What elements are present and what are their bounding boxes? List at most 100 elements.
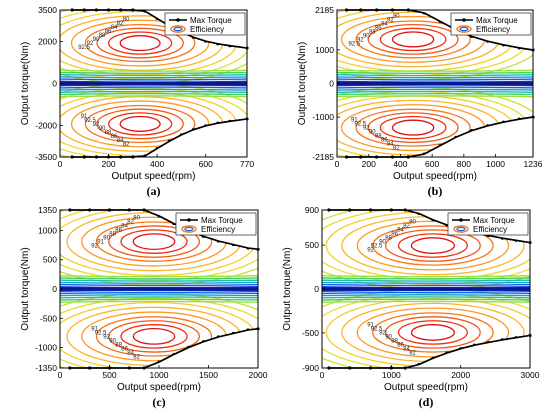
legend-efficiency-icon-inner [459, 26, 469, 32]
contour-label: 88 [385, 236, 392, 242]
low-efficiency-band [337, 76, 533, 79]
y-axis-label: Output torque(Nm) [282, 247, 293, 330]
contour-label: 90 [369, 130, 376, 136]
low-efficiency-band [322, 291, 530, 295]
y-tick-label: 2000 [38, 37, 57, 47]
contour-line-92.5 [119, 35, 161, 52]
contour-line-92.5 [132, 233, 176, 250]
legend-efficiency-icon [456, 25, 472, 33]
contour-line-90 [95, 221, 213, 262]
y-tick-label: 0 [52, 284, 57, 294]
x-tick-label: 3000 [521, 370, 540, 380]
low-efficiency-band [322, 294, 530, 297]
contour-line-92 [379, 115, 447, 140]
contour-line-91 [385, 316, 481, 349]
y-tick-label: -500 [302, 328, 319, 338]
x-tick-label: 2000 [249, 370, 268, 380]
x-tick-label: 500 [102, 370, 116, 380]
contour-line-82 [60, 210, 258, 281]
contour-label: 90 [103, 236, 110, 242]
contour-label: 92 [357, 37, 364, 43]
low-efficiency-band [60, 296, 258, 299]
contour-label: 92 [91, 244, 98, 250]
contour-line-90 [84, 104, 196, 144]
legend-max-torque: Max Torque [476, 16, 518, 25]
y-tick-label: -2185 [312, 152, 334, 162]
legend-max-torque: Max Torque [190, 16, 232, 25]
contour-label: 92.5 [95, 330, 107, 336]
low-efficiency-band [322, 283, 530, 287]
y-tick-label: 3500 [38, 5, 57, 15]
y-tick-label: 500 [305, 240, 319, 250]
contour-line-92 [107, 31, 173, 55]
contour-line-90 [372, 312, 494, 353]
contour-label: 88 [375, 134, 382, 140]
low-efficiency-band [337, 90, 533, 93]
x-tick-label: 1000 [150, 370, 169, 380]
low-efficiency-band [60, 93, 247, 96]
low-efficiency-band [60, 69, 247, 72]
y-tick-label: -900 [302, 363, 319, 373]
low-efficiency-band [60, 283, 258, 287]
contour-label: 84 [397, 228, 404, 234]
contour-label: 86 [381, 138, 388, 144]
y-tick-label: -3500 [35, 152, 57, 162]
legend-efficiency: Efficiency [190, 25, 224, 34]
contour-label: 82 [133, 354, 140, 360]
low-efficiency-band [337, 69, 533, 72]
panel-caption: (a) [147, 184, 161, 198]
legend-efficiency: Efficiency [476, 25, 510, 34]
low-efficiency-band [322, 298, 530, 301]
low-efficiency-band [322, 300, 530, 303]
y-axis-label: Output torque(Nm) [20, 42, 31, 125]
y-axis-label: Output torque(Nm) [20, 247, 31, 330]
outside-envelope-mask [322, 335, 530, 368]
contour-line-92.5 [391, 119, 435, 136]
x-tick-label: 1000 [486, 159, 505, 169]
contour-label: 92 [103, 334, 110, 340]
y-tick-label: 2185 [315, 5, 334, 15]
y-tick-label: 1350 [38, 205, 57, 215]
contour-label: 92 [93, 122, 100, 128]
low-efficiency-band [60, 286, 258, 289]
contour-line-92 [379, 27, 447, 52]
low-efficiency-band [337, 78, 533, 81]
low-efficiency-band [322, 275, 530, 278]
contour-line-92.5 [119, 115, 161, 132]
contour-line-90 [355, 20, 471, 59]
contour-line-91 [367, 112, 459, 144]
x-axis-label: Output speed(rpm) [112, 171, 196, 182]
x-tick-label: 0 [335, 159, 340, 169]
low-efficiency-band [60, 90, 247, 93]
low-efficiency-band [60, 281, 258, 284]
x-tick-label: 400 [393, 159, 407, 169]
y-tick-label: -1350 [35, 363, 57, 373]
y-tick-label: 1000 [38, 225, 57, 235]
low-efficiency-band [60, 95, 247, 98]
y-tick-label: 0 [314, 284, 319, 294]
contour-label: 82 [387, 17, 394, 23]
contour-label: 90 [99, 126, 106, 132]
contour-line-91 [96, 108, 184, 140]
contour-label: 88 [369, 29, 376, 35]
contour-label: 92.5 [371, 244, 383, 250]
low-efficiency-band [337, 93, 533, 96]
contour-label: 88 [99, 33, 106, 39]
contour-label: 80 [393, 13, 400, 19]
y-tick-label: -2000 [35, 121, 57, 131]
contour-label: 86 [391, 232, 398, 238]
x-tick-label: 1236 [524, 159, 543, 169]
contour-line-92 [120, 229, 188, 254]
contour-label: 92.5 [348, 41, 360, 47]
outside-envelope-mask [60, 328, 258, 368]
contour-line-90 [355, 108, 471, 147]
x-axis-label: Output speed(rpm) [393, 171, 477, 182]
low-efficiency-band [322, 286, 530, 289]
x-tick-label: 770 [240, 159, 254, 169]
low-efficiency-band [60, 279, 258, 282]
contour-label: 88 [109, 232, 116, 238]
contour-line-82 [322, 210, 530, 285]
